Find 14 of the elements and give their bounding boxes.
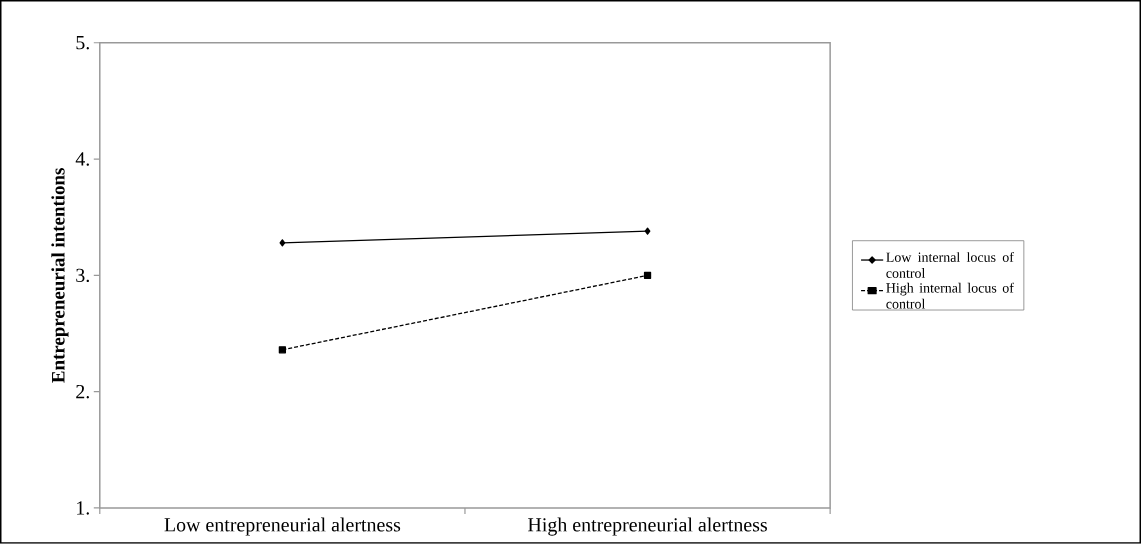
point — [644, 227, 651, 235]
y-tick-label: 3. — [76, 268, 89, 283]
point — [279, 239, 286, 247]
x-tick-label: High entrepreneurial alertness — [528, 517, 767, 536]
y-tick-label: 5. — [76, 36, 89, 50]
point — [643, 271, 652, 280]
y-tick-label: 4. — [75, 152, 89, 166]
y-axis-title: Entrepreneurial intentions — [51, 168, 69, 383]
legend-label: High internal locus of control — [886, 282, 1014, 309]
legend-label: Low internal locus of control — [886, 252, 1014, 279]
x-tick-label: Low entrepreneurial alertness — [164, 517, 401, 536]
y-tick-label: 2. — [76, 385, 89, 399]
point — [278, 346, 287, 354]
y-tick-label: 1. — [77, 501, 89, 515]
